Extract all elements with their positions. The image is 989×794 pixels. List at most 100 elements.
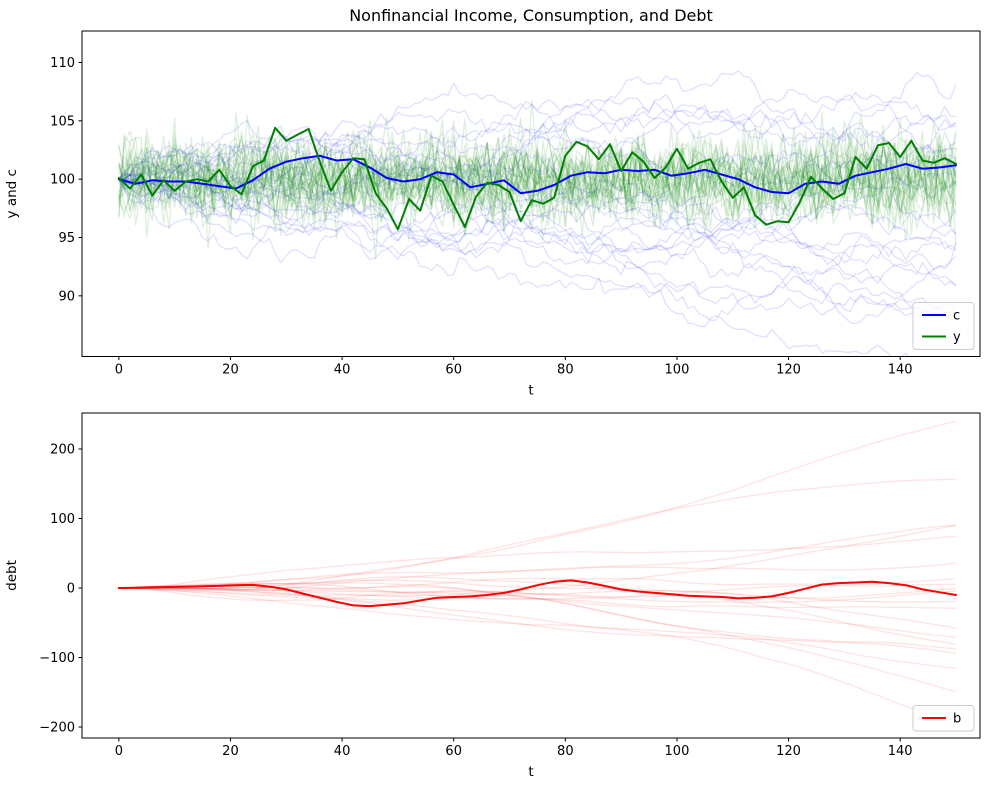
y-tick-label: 100 <box>50 173 75 188</box>
ensemble-path <box>118 587 957 599</box>
y-tick-label: 0 <box>67 582 75 597</box>
legend: cy <box>912 302 975 350</box>
ensemble-path <box>118 478 957 592</box>
x-axis-label: t <box>528 383 533 399</box>
ensemble-path <box>118 168 957 265</box>
x-axis-label: t <box>528 764 533 780</box>
y-axis-label: y and c <box>4 169 20 218</box>
ensemble-path <box>118 118 957 227</box>
ensemble-path <box>118 587 957 727</box>
ensemble-path <box>118 420 957 589</box>
ensemble-path <box>118 579 957 603</box>
axes-frame <box>81 30 981 357</box>
ensemble-path <box>118 586 957 629</box>
ensemble-path <box>118 117 957 237</box>
y-tick-label: −100 <box>39 651 75 666</box>
ensemble-path <box>118 93 957 195</box>
series-b-line <box>117 579 957 608</box>
ensemble-path <box>118 587 957 603</box>
ensemble-path <box>118 165 957 319</box>
ensemble-path <box>118 584 957 655</box>
ensemble-path <box>118 117 957 249</box>
ensemble-path <box>118 178 957 300</box>
ensemble-path <box>118 114 957 247</box>
ensemble-path <box>118 141 957 284</box>
ensemble-path <box>118 111 957 241</box>
ensemble-path <box>118 101 957 191</box>
x-tick-label: 60 <box>445 744 462 759</box>
ensemble-path <box>118 587 957 639</box>
ensemble-path <box>118 155 957 314</box>
ensemble-path <box>118 113 957 243</box>
ensemble-path <box>118 119 957 227</box>
ensemble-path <box>118 136 957 225</box>
axes-frame <box>81 412 981 739</box>
x-tick-label: 140 <box>888 744 913 759</box>
x-tick-label: 40 <box>334 744 351 759</box>
x-tick-label: 100 <box>665 744 690 759</box>
y-tick-label: 105 <box>50 114 75 129</box>
ensemble-path <box>118 587 957 669</box>
legend-label: b <box>953 712 961 727</box>
ensemble-path <box>118 178 957 271</box>
x-tick-label: 120 <box>776 744 801 759</box>
ensemble-path <box>118 88 957 194</box>
ensemble-path <box>118 123 957 191</box>
ensemble-path <box>118 145 957 287</box>
y-tick-label: 95 <box>58 231 75 246</box>
legend-label: y <box>953 330 961 345</box>
ensemble-path <box>118 535 957 589</box>
ensemble-path <box>118 178 957 320</box>
ensemble-path <box>118 70 957 181</box>
ensemble-path <box>118 71 957 192</box>
y-tick-label: −200 <box>39 721 75 736</box>
legend-label: c <box>953 309 960 324</box>
y-tick-label: 100 <box>50 512 75 527</box>
ensemble-path <box>118 118 957 236</box>
ensemble-path <box>118 124 957 236</box>
ensemble-path <box>118 577 957 590</box>
ensemble-path <box>118 587 957 650</box>
ensemble-path <box>118 128 957 218</box>
c-simulation-paths <box>118 70 957 357</box>
ensemble-path <box>118 177 910 357</box>
legend-box <box>912 302 975 350</box>
ensemble-path <box>118 145 957 242</box>
legend: b <box>912 705 975 732</box>
ensemble-path <box>118 524 957 597</box>
chart-title: Nonfinancial Income, Consumption, and De… <box>349 6 713 25</box>
axes-bottom: 0 20 40 60 80 100 120 140 −200 −100 0 100 200 t debt b <box>4 412 981 780</box>
y-tick-label: 110 <box>50 56 75 71</box>
series-y-line <box>117 126 957 231</box>
ensemble-path <box>118 114 957 181</box>
x-tick-label: 120 <box>776 363 801 378</box>
x-tick-label: 60 <box>445 363 462 378</box>
x-tick-label: 0 <box>115 744 123 759</box>
ensemble-path <box>118 120 957 239</box>
ensemble-path <box>118 562 957 589</box>
x-tick-label: 20 <box>222 744 239 759</box>
axes-top: 0 20 40 60 80 100 120 140 90 95 100 105 110 t y and c N… <box>4 6 981 399</box>
ensemble-path <box>118 586 957 609</box>
ensemble-path <box>118 99 957 241</box>
x-tick-label: 40 <box>334 363 351 378</box>
ensemble-path <box>118 128 957 227</box>
y-simulation-paths <box>118 99 957 260</box>
ensemble-path <box>118 111 957 225</box>
ensemble-path <box>118 152 957 276</box>
ensemble-path <box>118 154 957 240</box>
ensemble-path <box>118 524 957 590</box>
x-tick-label: 140 <box>888 363 913 378</box>
ensemble-path <box>118 178 957 325</box>
x-tick-label: 100 <box>665 363 690 378</box>
ensemble-path <box>118 91 957 180</box>
ensemble-path <box>118 130 957 240</box>
ensemble-path <box>118 576 957 645</box>
x-tick-label: 80 <box>557 363 574 378</box>
b-simulation-paths <box>118 420 957 727</box>
ensemble-path <box>118 128 957 237</box>
x-tick-label: 20 <box>222 363 239 378</box>
x-tick-label: 80 <box>557 744 574 759</box>
ensemble-path <box>118 174 957 269</box>
